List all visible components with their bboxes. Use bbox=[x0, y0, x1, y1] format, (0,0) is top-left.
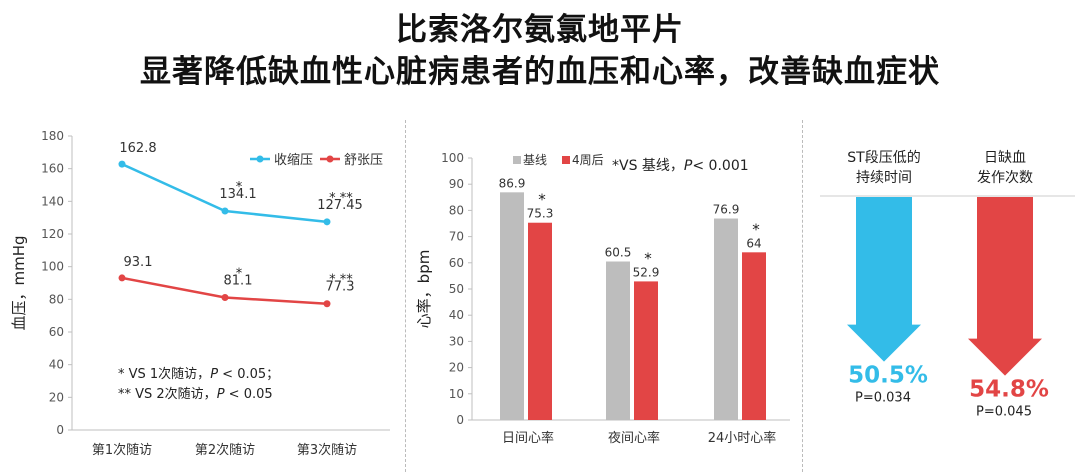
data-point bbox=[118, 160, 126, 168]
legend-swatch bbox=[513, 156, 521, 164]
footnote: ** VS 2次随访，P < 0.05 bbox=[118, 386, 273, 402]
y-tick-label: 80 bbox=[449, 203, 464, 217]
footnote: * VS 1次随访，P < 0.05； bbox=[118, 366, 279, 382]
y-tick-label: 60 bbox=[49, 325, 64, 339]
y-tick-label: 80 bbox=[49, 292, 64, 306]
bar-4-weeks bbox=[634, 281, 658, 420]
data-label: 93.1 bbox=[124, 255, 153, 270]
bar-baseline bbox=[714, 218, 738, 420]
significance-mark: * bbox=[236, 267, 243, 282]
data-point bbox=[221, 207, 229, 215]
x-tick-label: 日间心率 bbox=[502, 430, 554, 446]
y-tick-label: 0 bbox=[456, 413, 464, 427]
x-tick-label: 第1次随访 bbox=[92, 442, 152, 458]
y-tick-label: 60 bbox=[449, 256, 464, 270]
value-label: 54.8% bbox=[969, 377, 1049, 403]
significance-mark: * bbox=[752, 220, 760, 238]
y-axis-title: 心率，bpm bbox=[415, 250, 433, 329]
reduction-arrow bbox=[968, 197, 1042, 376]
data-point bbox=[323, 218, 331, 226]
y-tick-label: 0 bbox=[56, 423, 64, 437]
legend-marker bbox=[256, 155, 264, 163]
y-tick-label: 10 bbox=[449, 387, 464, 401]
legend-label: 收缩压 bbox=[274, 152, 313, 168]
category-label: ST段压低的 bbox=[847, 150, 920, 166]
significance-mark: * ** bbox=[329, 273, 353, 288]
data-label: 162.8 bbox=[119, 141, 156, 156]
data-point bbox=[221, 294, 229, 302]
legend-marker bbox=[326, 155, 334, 163]
significance-note: *VS 基线，P< 0.001 bbox=[612, 157, 749, 174]
category-label: 发作次数 bbox=[977, 170, 1033, 186]
data-label: 77.3 bbox=[326, 280, 355, 295]
y-tick-label: 90 bbox=[449, 177, 464, 191]
y-tick-label: 50 bbox=[449, 282, 464, 296]
legend-swatch bbox=[562, 156, 570, 164]
blood-pressure-chart: 0 20 40 60 80 100 120 140 160 180 第1次随访 第2次随访 第3次随访 血… bbox=[10, 129, 390, 458]
y-tick-label: 20 bbox=[49, 390, 64, 404]
y-tick-label: 100 bbox=[41, 260, 64, 274]
data-label: 76.9 bbox=[713, 203, 740, 217]
p-value-label: P=0.045 bbox=[976, 405, 1032, 420]
p-value-label: P=0.034 bbox=[855, 391, 911, 406]
y-tick-label: 140 bbox=[41, 194, 64, 208]
category-label: 日缺血 bbox=[984, 150, 1026, 166]
x-tick-label: 夜间心率 bbox=[608, 430, 660, 446]
data-label: 64 bbox=[746, 236, 761, 250]
bar-4-weeks bbox=[528, 222, 552, 420]
x-tick-label: 第3次随访 bbox=[297, 442, 357, 458]
data-label: 75.3 bbox=[527, 207, 554, 221]
data-label: 127.45 bbox=[317, 198, 363, 213]
y-tick-label: 40 bbox=[49, 358, 64, 372]
x-tick-label: 第2次随访 bbox=[195, 442, 255, 458]
category-label: 持续时间 bbox=[856, 169, 912, 186]
y-tick-label: 120 bbox=[41, 227, 64, 241]
y-tick-label: 100 bbox=[441, 151, 464, 165]
y-tick-label: 20 bbox=[449, 361, 464, 375]
y-axis-title: 血压，mmHg bbox=[10, 235, 28, 330]
data-label: 81.1 bbox=[224, 274, 253, 289]
significance-mark: * ** bbox=[329, 191, 353, 206]
y-tick-label: 180 bbox=[41, 129, 64, 143]
data-label: 86.9 bbox=[499, 176, 526, 190]
y-tick-label: 70 bbox=[449, 230, 464, 244]
reduction-arrow bbox=[847, 197, 921, 362]
data-label: 134.1 bbox=[219, 187, 256, 202]
data-label: 52.9 bbox=[633, 265, 660, 279]
y-tick-label: 30 bbox=[449, 334, 464, 348]
y-tick-label: 160 bbox=[41, 162, 64, 176]
divider-right bbox=[802, 120, 803, 472]
x-tick-label: 24小时心率 bbox=[708, 430, 777, 446]
significance-mark: * bbox=[644, 249, 652, 267]
significance-mark: * bbox=[236, 180, 243, 195]
legend-label: 舒张压 bbox=[344, 153, 383, 168]
data-label: 60.5 bbox=[605, 245, 632, 259]
bar-4-weeks bbox=[742, 252, 766, 420]
title-line-1: 比索洛尔氨氯地平片 bbox=[396, 12, 684, 48]
bar-baseline bbox=[606, 261, 630, 420]
heart-rate-chart: 0 10 20 30 40 50 60 70 80 90 100 日间心率 夜间心率 24小时心率 心率，b… bbox=[415, 151, 790, 446]
y-tick-label: 40 bbox=[449, 308, 464, 322]
legend-label: 4周后 bbox=[572, 153, 604, 167]
title-line-2: 显著降低缺血性心脏病患者的血压和心率，改善缺血症状 bbox=[140, 54, 940, 90]
legend-label: 基线 bbox=[523, 153, 547, 167]
divider-left bbox=[405, 120, 406, 472]
significance-mark: * bbox=[538, 191, 546, 209]
data-point bbox=[118, 274, 126, 282]
value-label: 50.5% bbox=[848, 363, 928, 389]
data-point bbox=[323, 300, 331, 308]
bar-baseline bbox=[500, 192, 524, 420]
